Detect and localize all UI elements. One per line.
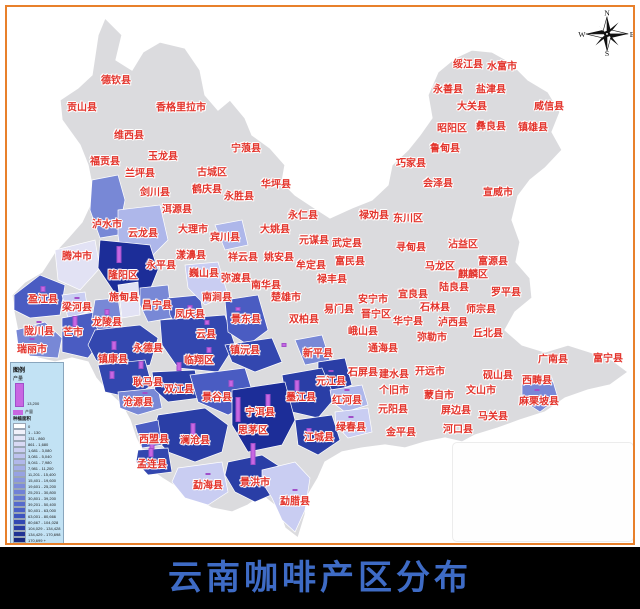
- page-title: 云南咖啡产区分布: [168, 559, 472, 597]
- region-ximeng: [134, 419, 163, 449]
- legend-class-range: 0: [28, 423, 31, 429]
- legend-class-range: 131 - 860: [28, 435, 45, 441]
- legend-class-range: 80,667 - 104,028: [28, 519, 59, 525]
- region-shuangjiang: [151, 369, 201, 403]
- legend-class-range: 170,699 +: [28, 537, 46, 543]
- map-canvas: 德钦县 贡山县 香格里拉市 维西县 宁蒗县 福贡县 玉龙县 兰坪县 古城区 剑川县 鹤庆县 华坪县 永胜…: [5, 5, 635, 545]
- title-bar: 云南咖啡产区分布: [0, 547, 640, 609]
- legend-area-label: 种植面积: [13, 416, 31, 421]
- legend-class-range: 63,001 - 80,666: [28, 513, 57, 519]
- compass-e: E: [630, 30, 635, 39]
- region-binchuan: [214, 219, 249, 251]
- region-longchuan-ruili: [15, 321, 63, 359]
- legend-production-label: 产量: [13, 376, 24, 382]
- region-jiangcheng: [294, 414, 341, 456]
- legend-class-range: 134,429 - 170,698: [28, 531, 61, 537]
- compass-s: S: [605, 49, 609, 58]
- legend-class-range: 19,601 - 25,200: [28, 483, 57, 489]
- legend-class-range: 5,041 - 7,980: [28, 459, 52, 465]
- legend-class-range: 861 - 1,680: [28, 441, 49, 447]
- region-mengla: [261, 461, 311, 533]
- region-ninger-simao: [231, 381, 296, 453]
- legend-title: 图例: [13, 368, 26, 374]
- legend-bar-value: 13,200: [27, 401, 40, 406]
- region-shidian: [117, 281, 141, 319]
- legend-class-swatch: [13, 536, 26, 543]
- legend-class-range: 1,681 - 3,080: [28, 447, 52, 453]
- inset-placeholder-box: [452, 442, 634, 542]
- compass-rose-icon: N S W E: [578, 9, 635, 58]
- legend-class-range: 7,981 - 11,200: [28, 465, 54, 471]
- compass-w: W: [578, 30, 586, 39]
- legend-class-range: 15,401 - 19,600: [28, 477, 57, 483]
- region-lianghe: [61, 291, 89, 319]
- legend-class-range: 104,029 - 134,428: [28, 525, 61, 531]
- compass-n: N: [604, 9, 610, 18]
- region-malipo: [521, 377, 559, 413]
- legend-bar-symbol: [15, 383, 24, 407]
- region-lvchun: [334, 407, 373, 439]
- legend-class-range: 50,401 - 63,000: [28, 507, 57, 513]
- legend-production-swatch: [13, 409, 23, 415]
- region-menglian: [135, 447, 173, 476]
- legend-production-swatch-label: 产量: [25, 409, 33, 414]
- region-menghai: [171, 461, 229, 506]
- region-zhenyuan: [224, 337, 283, 373]
- region-weishan-nanjian: [184, 261, 229, 306]
- legend-class-range: 30,801 - 39,200: [28, 495, 57, 501]
- legend-class-range: 3,081 - 5,040: [28, 453, 52, 459]
- legend-class-row: 170,699 +: [13, 536, 61, 543]
- region-yingjiang: [13, 274, 66, 319]
- legend-class-range: 11,201 - 15,400: [28, 471, 56, 477]
- legend-class-range: 39,201 - 50,400: [28, 501, 57, 507]
- region-honghe: [329, 384, 369, 413]
- region-cangyuan: [117, 387, 163, 416]
- legend-class-range: 25,201 - 30,800: [28, 489, 57, 495]
- region-tengchong: [54, 239, 101, 291]
- legend-class-range: 1 - 130: [28, 429, 41, 435]
